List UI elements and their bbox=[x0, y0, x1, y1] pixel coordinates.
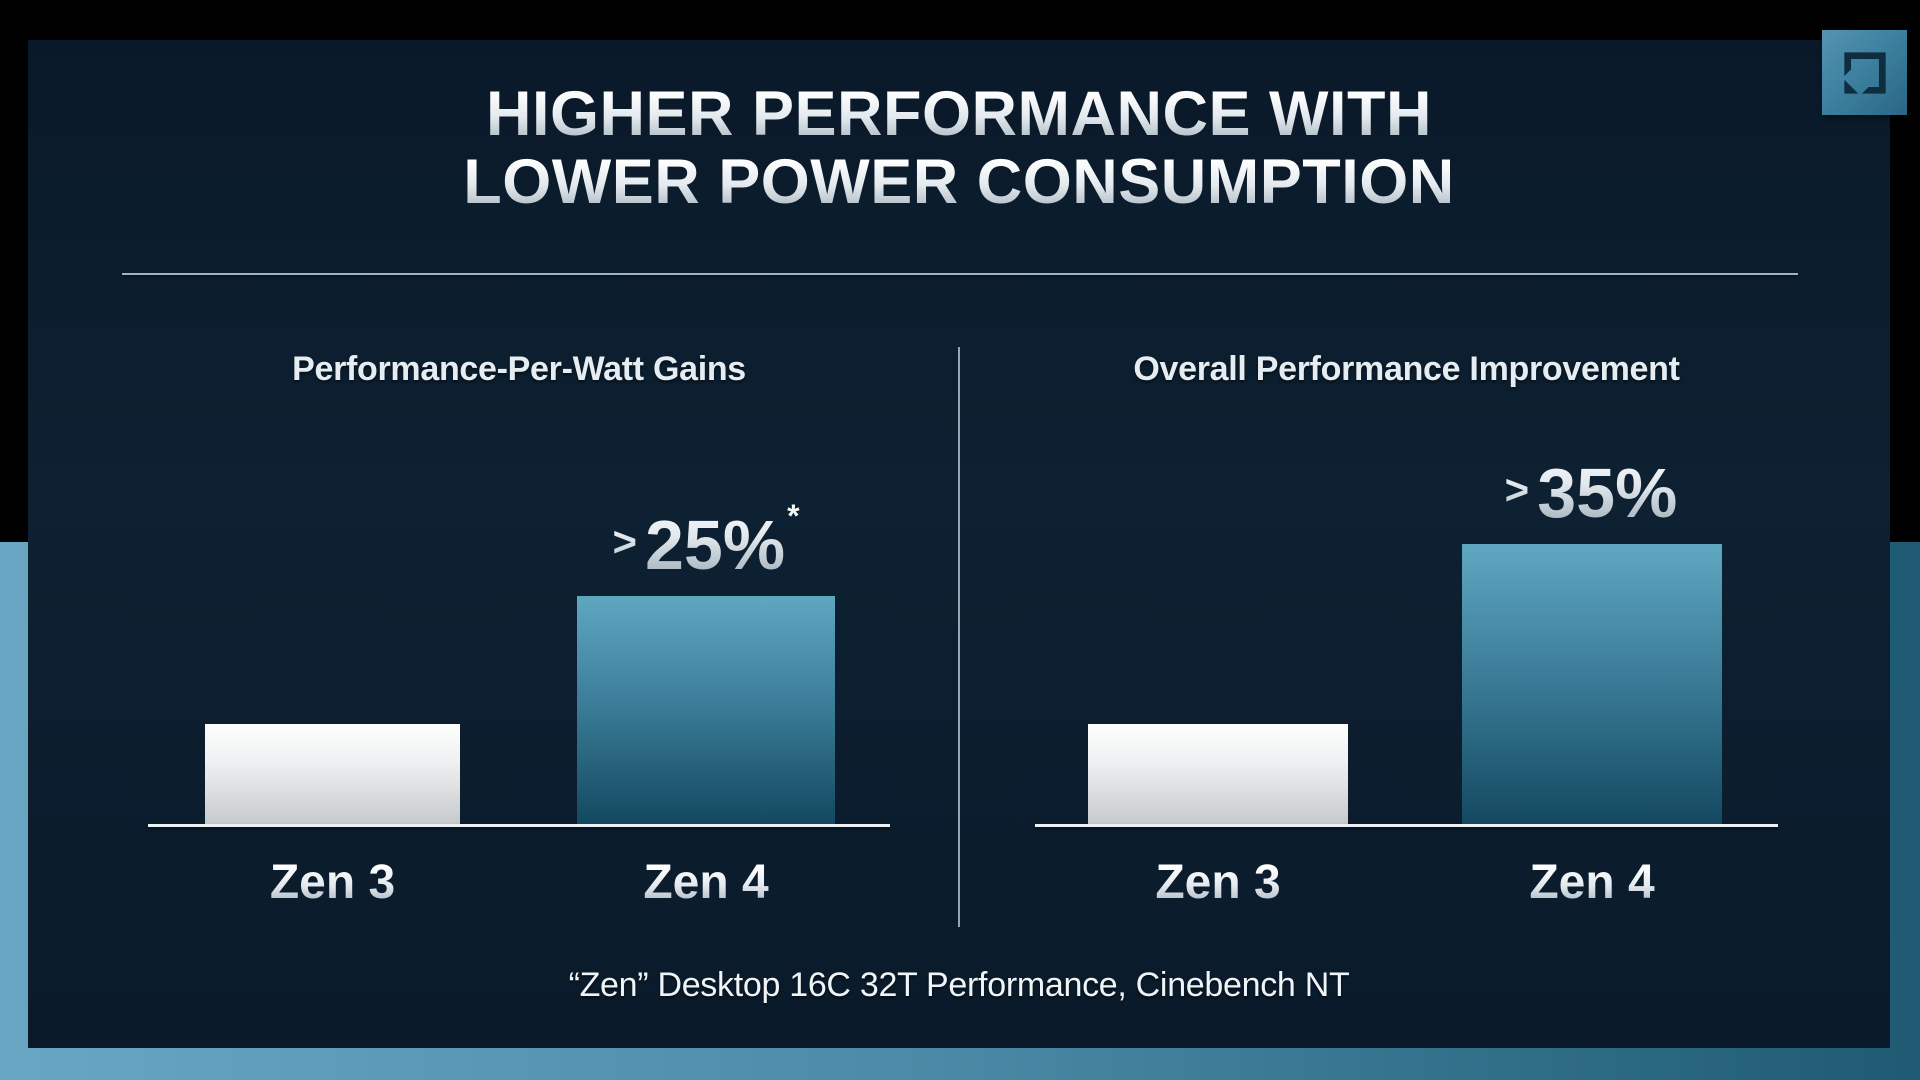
x-axis-line bbox=[1035, 824, 1778, 827]
bar-zen4 bbox=[577, 596, 835, 824]
slide: HIGHER PERFORMANCE WITH LOWER POWER CONS… bbox=[28, 40, 1890, 1048]
annotation-value: 35% bbox=[1537, 454, 1678, 532]
chart-title: Performance-Per-Watt Gains bbox=[292, 350, 746, 388]
category-label-zen4: Zen 4 bbox=[577, 858, 835, 908]
amd-logo bbox=[1822, 30, 1907, 115]
annotation-value: 25% bbox=[644, 506, 786, 584]
title-divider-line bbox=[122, 273, 1798, 275]
title-line-1: HIGHER PERFORMANCE WITH bbox=[28, 80, 1890, 148]
category-label-zen4: Zen 4 bbox=[1462, 858, 1722, 908]
value-annotation: >25%* bbox=[567, 479, 845, 582]
value-annotation: >35% bbox=[1452, 427, 1732, 530]
chart-title: Overall Performance Improvement bbox=[1133, 350, 1680, 388]
chart-divider-line bbox=[958, 347, 960, 927]
category-label-zen3: Zen 3 bbox=[1088, 858, 1348, 908]
title-line-2: LOWER POWER CONSUMPTION bbox=[28, 148, 1890, 216]
greater-than-symbol: > bbox=[612, 518, 637, 565]
page-title: HIGHER PERFORMANCE WITH LOWER POWER CONS… bbox=[28, 80, 1890, 216]
annotation-asterisk: * bbox=[787, 498, 800, 534]
chart-overall-performance: Overall Performance Improvement >35% Zen… bbox=[1035, 340, 1778, 920]
chart-performance-per-watt: Performance-Per-Watt Gains >25%* Zen 3 Z… bbox=[148, 340, 890, 920]
amd-arrow-icon bbox=[1843, 51, 1886, 94]
bar-zen3 bbox=[205, 724, 460, 824]
footnote: “Zen” Desktop 16C 32T Performance, Cineb… bbox=[568, 966, 1350, 1004]
bar-zen3 bbox=[1088, 724, 1348, 824]
bar-zen4 bbox=[1462, 544, 1722, 824]
x-axis-line bbox=[148, 824, 890, 827]
greater-than-symbol: > bbox=[1504, 466, 1530, 513]
category-label-zen3: Zen 3 bbox=[205, 858, 460, 908]
